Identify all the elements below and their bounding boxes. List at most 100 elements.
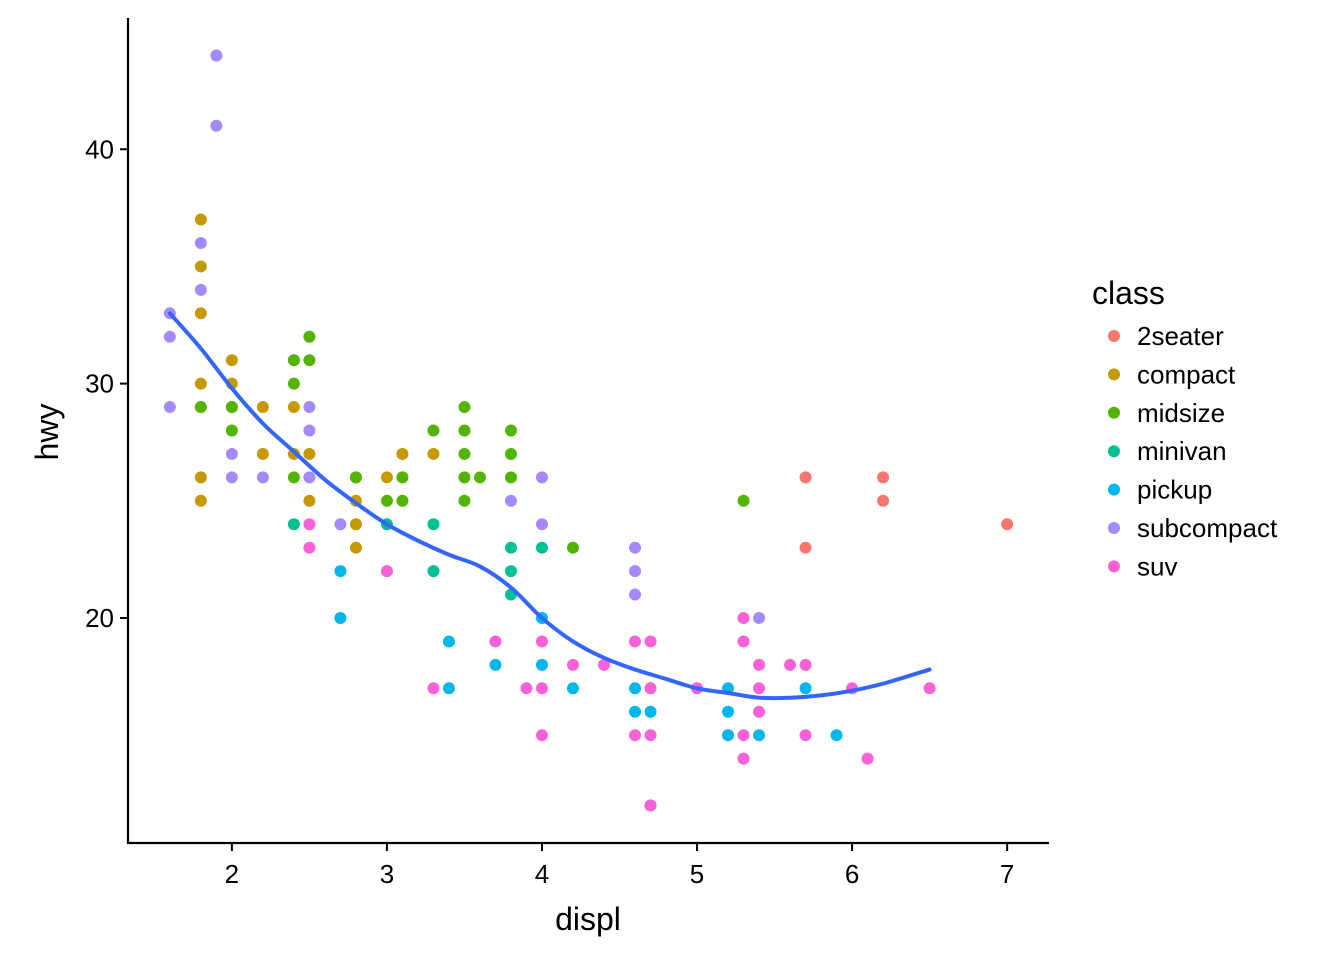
data-point xyxy=(598,658,611,671)
data-point xyxy=(194,307,207,320)
data-point xyxy=(535,658,548,671)
data-point xyxy=(287,354,300,367)
data-point xyxy=(737,752,750,765)
data-point xyxy=(303,401,316,414)
legend-item-subcompact: subcompact xyxy=(1108,513,1278,543)
data-point xyxy=(877,494,890,507)
legend-key xyxy=(1108,368,1120,381)
data-point xyxy=(504,447,517,460)
y-axis-title: hwy xyxy=(29,404,65,461)
points-layer xyxy=(163,49,1014,812)
legend-key xyxy=(1108,483,1120,496)
data-point xyxy=(427,424,440,437)
data-point xyxy=(629,705,642,718)
legend-key xyxy=(1108,522,1120,534)
data-point xyxy=(303,354,316,367)
legend-label: subcompact xyxy=(1137,513,1278,543)
data-point xyxy=(334,565,347,578)
legend-label: midsize xyxy=(1137,398,1225,428)
x-tick-label: 7 xyxy=(1000,859,1014,889)
data-point xyxy=(753,729,766,742)
data-point xyxy=(535,729,548,742)
data-point xyxy=(194,237,207,249)
data-point xyxy=(225,424,238,437)
legend: class 2seater compact midsize minivan pickup… xyxy=(1092,275,1278,581)
data-point xyxy=(194,494,207,507)
data-point xyxy=(489,658,502,671)
legend-label: suv xyxy=(1137,551,1177,581)
data-point xyxy=(287,471,300,484)
data-point xyxy=(629,682,642,695)
data-point xyxy=(535,682,548,695)
y-tick-label: 30 xyxy=(85,369,114,399)
data-point xyxy=(287,401,300,414)
data-point xyxy=(722,729,735,742)
data-point xyxy=(163,330,176,343)
legend-label: compact xyxy=(1137,359,1236,389)
x-tick-label: 6 xyxy=(845,859,859,889)
y-tick-label: 40 xyxy=(85,134,114,164)
data-point xyxy=(644,682,657,695)
data-point xyxy=(566,682,579,695)
y-ticks: 20 30 40 xyxy=(85,134,128,633)
series-compact xyxy=(194,213,440,554)
data-point xyxy=(194,283,207,296)
data-point xyxy=(566,658,579,671)
data-point xyxy=(442,682,455,695)
data-point xyxy=(799,541,812,554)
smooth-line xyxy=(167,311,932,701)
data-point xyxy=(256,471,269,484)
data-point xyxy=(520,682,533,695)
data-point xyxy=(163,401,176,414)
data-point xyxy=(923,682,936,695)
legend-label: 2seater xyxy=(1137,321,1224,351)
data-point xyxy=(194,401,207,414)
data-point xyxy=(644,705,657,718)
x-tick-label: 2 xyxy=(225,859,239,889)
data-point xyxy=(458,401,471,414)
data-point xyxy=(458,494,471,507)
y-tick-label: 20 xyxy=(85,603,114,633)
data-point xyxy=(753,682,766,695)
legend-item-suv: suv xyxy=(1108,551,1177,581)
data-point xyxy=(504,565,517,578)
data-point xyxy=(535,471,548,484)
data-point xyxy=(225,354,238,367)
data-point xyxy=(287,377,300,390)
data-point xyxy=(303,518,316,531)
data-point xyxy=(504,424,517,437)
series-minivan xyxy=(287,518,548,601)
data-point xyxy=(427,447,440,460)
data-point xyxy=(722,705,735,718)
data-point xyxy=(194,377,207,390)
data-point xyxy=(799,682,812,695)
data-point xyxy=(629,541,642,554)
data-point xyxy=(349,518,362,531)
data-point xyxy=(1001,518,1014,531)
data-point xyxy=(225,447,238,460)
data-point xyxy=(830,729,843,742)
x-ticks: 2 3 4 5 6 7 xyxy=(225,843,1014,889)
data-point xyxy=(334,612,347,624)
legend-label: pickup xyxy=(1137,475,1212,505)
series-subcompact xyxy=(163,49,766,624)
data-point xyxy=(799,729,812,742)
legend-item-compact: compact xyxy=(1108,359,1236,389)
data-point xyxy=(380,471,393,484)
data-point xyxy=(753,658,766,671)
data-point xyxy=(396,494,409,507)
legend-entries: 2seater compact midsize minivan pickup subcom… xyxy=(1108,321,1278,581)
data-point xyxy=(396,471,409,484)
data-point xyxy=(629,729,642,742)
data-point xyxy=(225,471,238,484)
data-point xyxy=(737,635,750,648)
data-point xyxy=(737,729,750,742)
data-point xyxy=(334,518,347,531)
smooth-layer xyxy=(167,311,932,701)
data-point xyxy=(427,682,440,695)
data-point xyxy=(473,471,486,484)
data-point xyxy=(458,471,471,484)
data-point xyxy=(629,588,642,601)
data-point xyxy=(504,494,517,507)
